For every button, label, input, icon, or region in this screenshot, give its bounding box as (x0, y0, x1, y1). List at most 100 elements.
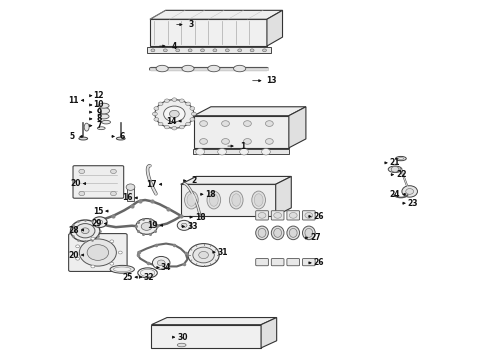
Text: 32: 32 (143, 273, 154, 282)
Ellipse shape (287, 226, 299, 240)
Text: 33: 33 (187, 222, 197, 231)
Circle shape (225, 49, 229, 52)
Circle shape (244, 139, 251, 144)
Text: 20: 20 (68, 251, 79, 260)
FancyBboxPatch shape (302, 258, 315, 266)
Circle shape (188, 244, 219, 266)
Text: 14: 14 (166, 117, 176, 126)
Circle shape (136, 219, 157, 234)
Circle shape (238, 49, 242, 52)
Circle shape (111, 192, 116, 196)
Ellipse shape (140, 269, 155, 276)
Ellipse shape (79, 137, 88, 140)
Circle shape (118, 251, 122, 254)
Text: 28: 28 (68, 225, 79, 234)
Circle shape (172, 126, 177, 130)
Text: 4: 4 (172, 41, 177, 50)
Text: 18: 18 (206, 190, 216, 199)
Ellipse shape (182, 65, 194, 72)
Circle shape (176, 49, 180, 52)
Text: 10: 10 (94, 100, 104, 109)
Ellipse shape (116, 137, 125, 140)
Circle shape (91, 265, 95, 268)
Circle shape (190, 107, 195, 110)
Bar (150, 19, 267, 46)
Ellipse shape (271, 226, 284, 240)
Circle shape (200, 121, 207, 126)
Circle shape (186, 102, 191, 105)
Circle shape (81, 228, 89, 234)
Ellipse shape (398, 158, 404, 159)
Ellipse shape (258, 228, 266, 237)
Polygon shape (151, 318, 277, 325)
Text: 6: 6 (120, 132, 125, 141)
Circle shape (110, 262, 114, 265)
Circle shape (213, 49, 217, 52)
Text: 11: 11 (68, 96, 79, 105)
Circle shape (154, 118, 159, 121)
Circle shape (158, 102, 163, 105)
Circle shape (165, 125, 170, 129)
Polygon shape (289, 107, 306, 148)
Bar (193, 149, 289, 154)
Polygon shape (276, 176, 291, 216)
Circle shape (163, 49, 167, 52)
Ellipse shape (177, 343, 186, 347)
Circle shape (155, 100, 194, 128)
Circle shape (93, 217, 107, 228)
Polygon shape (267, 10, 283, 46)
Ellipse shape (98, 103, 109, 108)
Ellipse shape (256, 226, 269, 240)
Circle shape (164, 106, 185, 122)
Circle shape (152, 112, 157, 116)
Text: 22: 22 (396, 170, 407, 179)
Circle shape (250, 49, 254, 52)
Text: 20: 20 (70, 179, 81, 188)
FancyBboxPatch shape (271, 258, 284, 266)
Circle shape (266, 121, 273, 126)
Text: 26: 26 (314, 212, 324, 221)
Polygon shape (181, 176, 291, 184)
Circle shape (266, 139, 273, 144)
Circle shape (244, 121, 251, 126)
Circle shape (91, 237, 95, 240)
Circle shape (258, 212, 266, 218)
Circle shape (263, 49, 267, 52)
Circle shape (177, 220, 191, 230)
Circle shape (141, 222, 152, 230)
Text: 8: 8 (96, 114, 101, 123)
Circle shape (200, 139, 207, 144)
Circle shape (170, 111, 179, 117)
FancyBboxPatch shape (69, 234, 127, 271)
Ellipse shape (156, 65, 168, 72)
Ellipse shape (209, 194, 218, 206)
Text: 31: 31 (218, 248, 228, 257)
Ellipse shape (102, 120, 111, 124)
Circle shape (75, 224, 95, 238)
Circle shape (391, 166, 399, 172)
Bar (181, 184, 276, 216)
Polygon shape (150, 10, 283, 19)
Text: 23: 23 (408, 199, 418, 208)
Circle shape (76, 257, 79, 260)
Ellipse shape (98, 127, 105, 130)
Polygon shape (261, 318, 277, 348)
Text: 25: 25 (122, 273, 132, 282)
Circle shape (179, 125, 184, 129)
Circle shape (179, 99, 184, 103)
Ellipse shape (98, 108, 110, 114)
Text: 19: 19 (147, 221, 158, 230)
Circle shape (126, 184, 135, 190)
Circle shape (196, 149, 204, 155)
Text: 30: 30 (177, 333, 188, 342)
Circle shape (172, 98, 177, 102)
Circle shape (79, 169, 85, 174)
Bar (194, 116, 289, 148)
Ellipse shape (289, 228, 297, 237)
FancyBboxPatch shape (256, 211, 269, 220)
Text: 34: 34 (161, 263, 171, 272)
FancyBboxPatch shape (287, 258, 299, 266)
Text: 13: 13 (267, 76, 277, 85)
Circle shape (110, 240, 114, 243)
Ellipse shape (187, 194, 196, 206)
